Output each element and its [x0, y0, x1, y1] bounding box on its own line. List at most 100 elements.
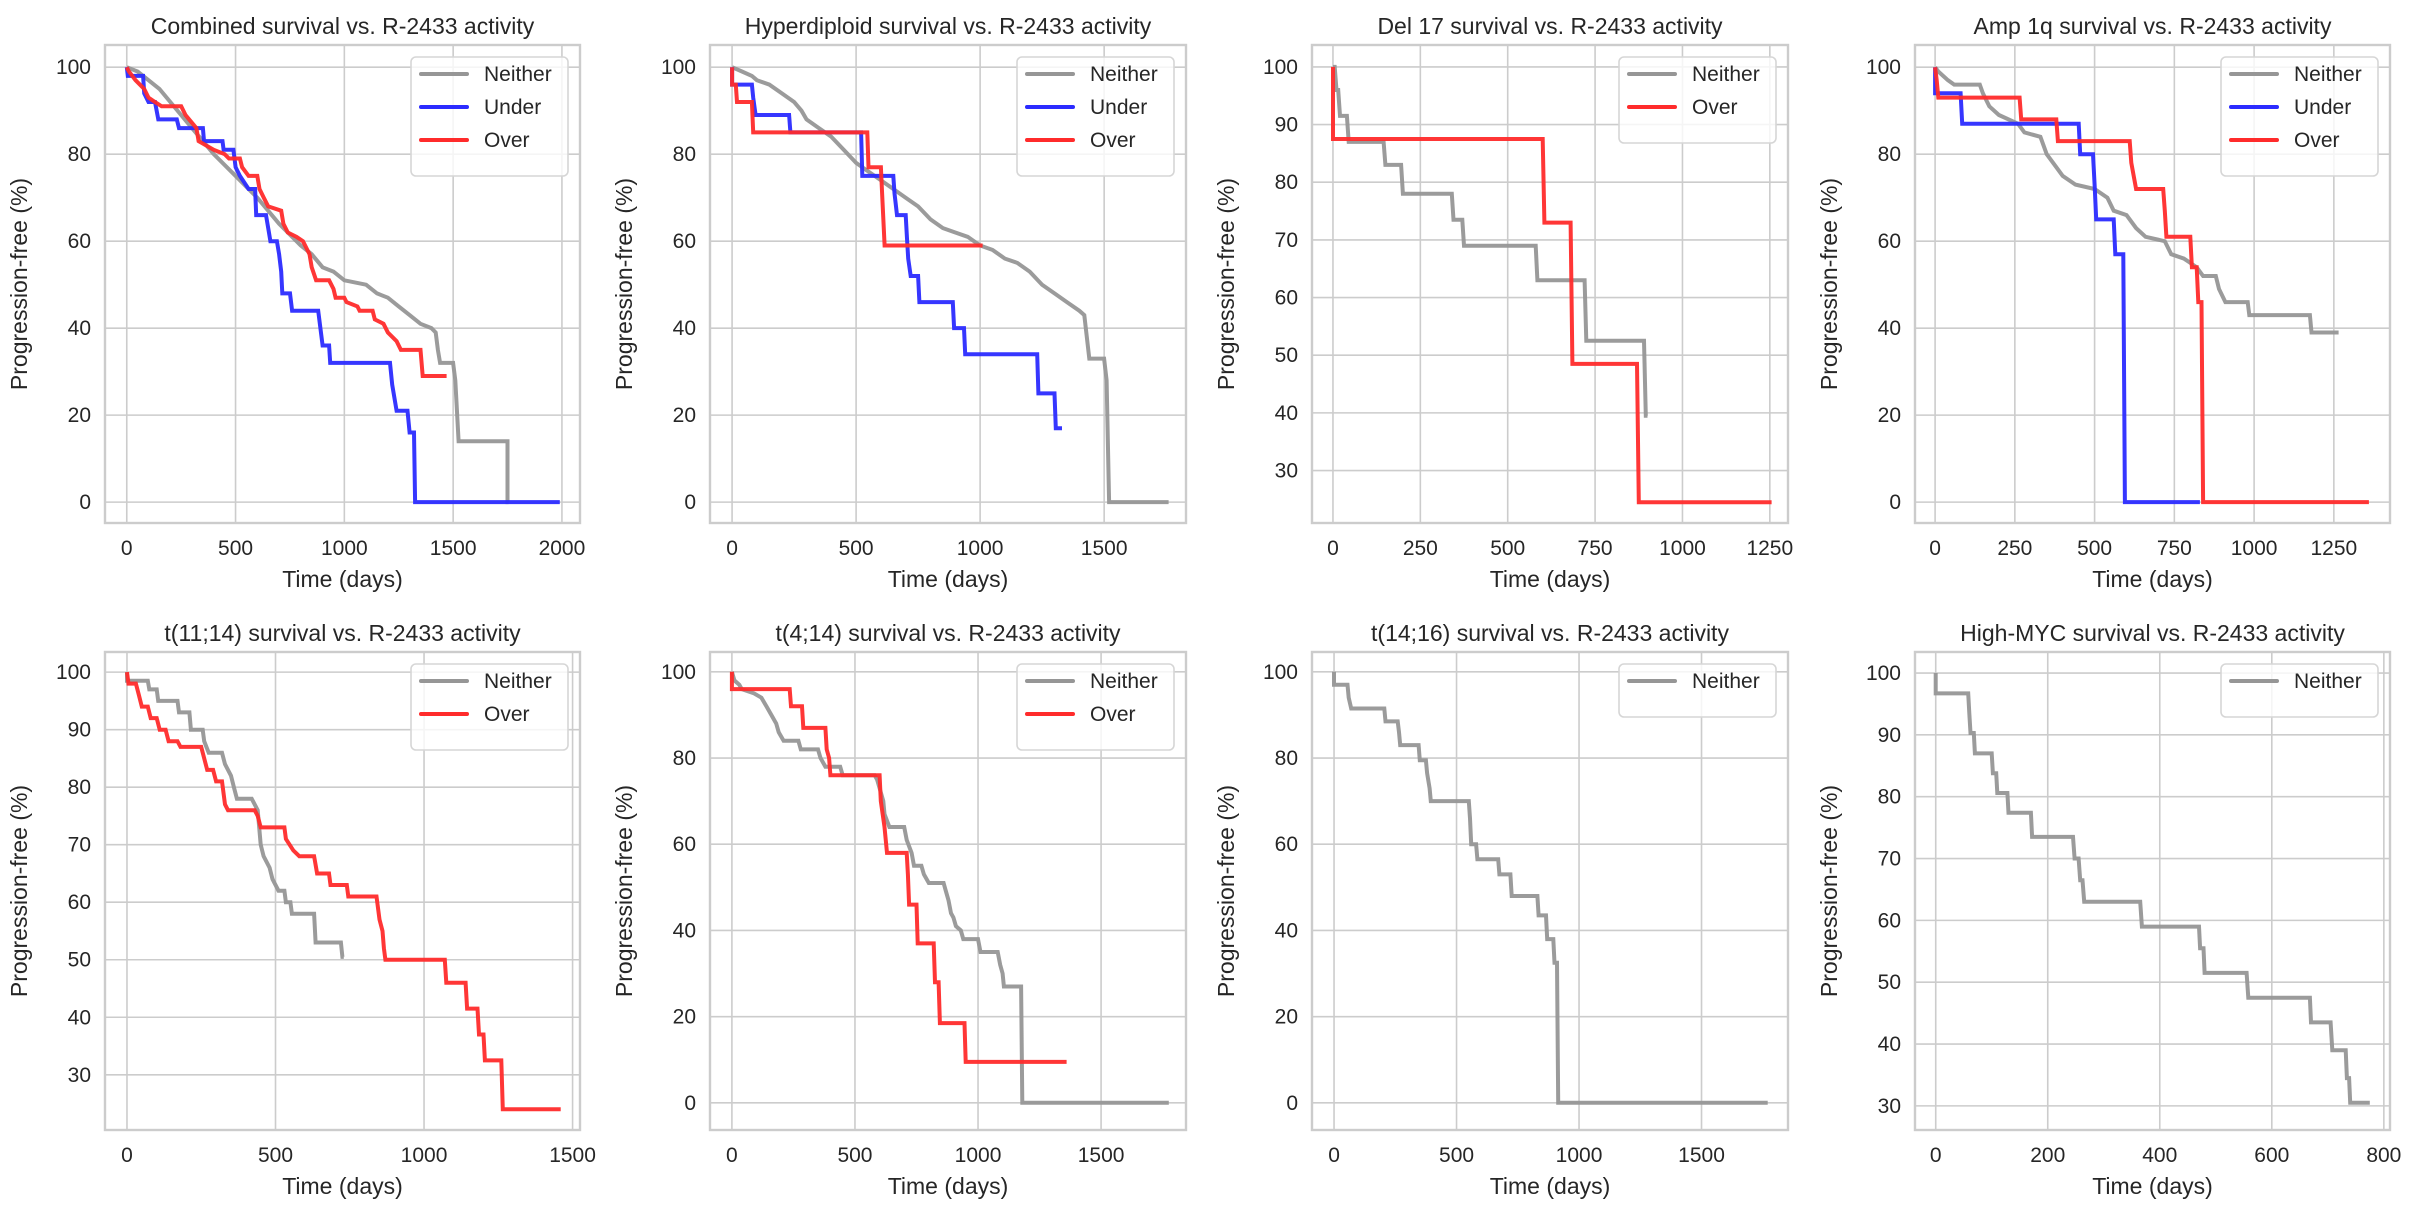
x-tick-label: 500 [2077, 537, 2112, 560]
y-tick-label: 0 [1286, 1092, 1298, 1115]
y-tick-label: 90 [68, 719, 91, 742]
y-tick-label: 0 [684, 491, 696, 514]
x-tick-label: 1000 [955, 1144, 1002, 1167]
legend: Neither Under Over [410, 56, 569, 177]
subplot-title: Amp 1q survival vs. R-2433 activity [1974, 13, 2332, 39]
axes-frame [1310, 650, 1790, 1132]
legend-box [1016, 663, 1175, 751]
axes-frame [1913, 43, 2392, 525]
x-tick-label: 1500 [430, 537, 477, 560]
x-tick-label: 750 [1578, 537, 1613, 560]
y-tick-label: 80 [1275, 171, 1298, 194]
y-axis-label: Progression-free (%) [611, 785, 637, 997]
x-axis-label: Time (days) [1490, 566, 1611, 592]
y-tick-label: 20 [673, 1006, 696, 1029]
series-line-over [125, 671, 561, 1112]
y-tick-label: 80 [1878, 143, 1901, 166]
series-line-over [729, 671, 1067, 1064]
axes-frame [1310, 43, 1790, 525]
series-line-neither [1933, 673, 2370, 1105]
y-tick-label: 0 [684, 1092, 696, 1115]
x-tick-label: 0 [1929, 537, 1941, 560]
legend-label: Neither [484, 63, 552, 86]
legend-label: Under [1090, 96, 1147, 119]
x-tick-label: 0 [1327, 537, 1339, 560]
y-tick-label: 60 [68, 891, 91, 914]
x-tick-label: 1000 [1659, 537, 1706, 560]
y-tick-label: 100 [56, 56, 91, 79]
x-axis-label: Time (days) [888, 1173, 1009, 1199]
x-tick-label: 500 [218, 537, 253, 560]
y-tick-label: 40 [1275, 919, 1298, 942]
y-tick-label: 30 [1878, 1095, 1901, 1118]
x-tick-label: 600 [2254, 1144, 2289, 1167]
x-tick-label: 1500 [549, 1144, 596, 1167]
x-tick-label: 800 [2366, 1144, 2401, 1167]
legend: Neither [1618, 663, 1777, 718]
legend-label: Neither [2294, 670, 2362, 693]
y-tick-label: 70 [68, 834, 91, 857]
x-tick-label: 1000 [1556, 1144, 1603, 1167]
x-tick-label: 250 [1403, 537, 1438, 560]
subplot-title: Hyperdiploid survival vs. R-2433 activit… [745, 13, 1152, 39]
y-tick-label: 80 [1878, 786, 1901, 809]
x-tick-label: 500 [1439, 1144, 1474, 1167]
subplot-title: t(14;16) survival vs. R-2433 activity [1371, 620, 1729, 646]
legend-label: Under [484, 96, 541, 119]
y-tick-label: 80 [673, 747, 696, 770]
series-line-neither [1332, 671, 1768, 1105]
legend-box [410, 663, 569, 751]
y-tick-label: 20 [1878, 404, 1901, 427]
y-tick-label: 50 [1878, 971, 1901, 994]
x-tick-label: 2000 [539, 537, 586, 560]
y-tick-label: 100 [1263, 56, 1298, 79]
y-tick-label: 40 [673, 317, 696, 340]
x-axis-label: Time (days) [2092, 1173, 2213, 1199]
legend-box [1618, 663, 1777, 718]
x-axis-label: Time (days) [282, 1173, 403, 1199]
x-tick-label: 1250 [2310, 537, 2357, 560]
y-tick-label: 60 [673, 230, 696, 253]
x-tick-label: 200 [2030, 1144, 2065, 1167]
y-tick-label: 60 [673, 833, 696, 856]
x-tick-label: 400 [2142, 1144, 2177, 1167]
y-tick-label: 20 [1275, 1006, 1298, 1029]
axes-frame [103, 650, 582, 1132]
legend-label: Over [484, 129, 530, 152]
legend-label: Under [2294, 96, 2351, 119]
legend-label: Neither [1090, 63, 1158, 86]
x-axis-label: Time (days) [2092, 566, 2213, 592]
y-tick-label: 100 [56, 661, 91, 684]
plot-area [1915, 652, 2390, 1130]
y-tick-label: 100 [661, 661, 696, 684]
series-line-neither [731, 65, 1169, 505]
x-axis-label: Time (days) [282, 566, 403, 592]
y-tick-label: 40 [68, 317, 91, 340]
series-line-over [1331, 66, 1772, 505]
y-tick-label: 100 [661, 56, 696, 79]
axes-frame [1913, 650, 2392, 1132]
y-tick-label: 20 [673, 404, 696, 427]
legend: Neither [2220, 663, 2379, 718]
y-tick-label: 40 [68, 1006, 91, 1029]
y-tick-label: 40 [1878, 317, 1901, 340]
x-tick-label: 500 [258, 1144, 293, 1167]
subplot-title: High-MYC survival vs. R-2433 activity [1960, 620, 2345, 646]
x-tick-label: 500 [839, 537, 874, 560]
subplot-title: Del 17 survival vs. R-2433 activity [1377, 13, 1723, 39]
series-line-under [124, 66, 560, 505]
axes-frame [708, 650, 1188, 1132]
legend: Neither Under Over [2220, 56, 2379, 177]
y-axis-label: Progression-free (%) [6, 785, 32, 997]
x-tick-label: 1500 [1081, 537, 1128, 560]
y-axis-label: Progression-free (%) [6, 178, 32, 390]
y-tick-label: 70 [1878, 848, 1901, 871]
legend-box [2220, 56, 2379, 177]
series-line-under [730, 67, 1062, 431]
legend-box [1016, 56, 1175, 177]
